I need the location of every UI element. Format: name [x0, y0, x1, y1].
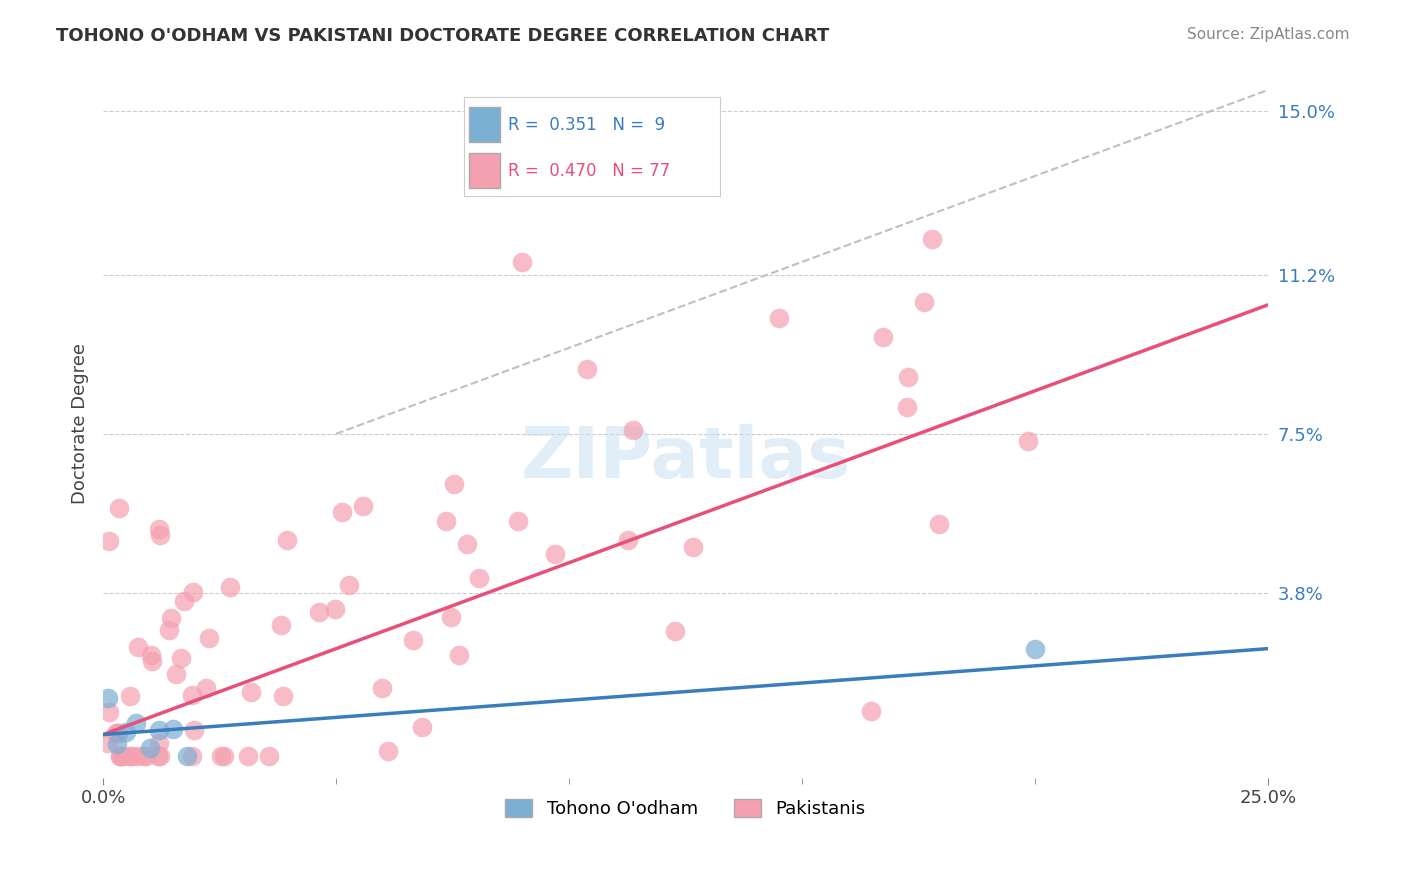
Point: [240, 684, 263, 698]
Point: [98, 706, 121, 720]
Point: [111, 749, 134, 764]
Point: [447, 648, 470, 662]
Point: [120, 749, 142, 764]
Point: [506, 514, 529, 528]
Point: [96, 736, 118, 750]
Point: [181, 584, 204, 599]
Point: [111, 749, 134, 764]
Point: [377, 744, 399, 758]
Point: [209, 749, 232, 764]
Point: [125, 716, 148, 731]
Y-axis label: Doctorate Degree: Doctorate Degree: [72, 343, 89, 504]
Point: [162, 723, 184, 737]
Point: [180, 749, 202, 764]
Point: [456, 537, 478, 551]
Point: [370, 681, 392, 695]
Point: [120, 689, 142, 703]
Point: [682, 540, 704, 554]
Point: [121, 749, 143, 764]
Point: [198, 632, 221, 646]
Point: [127, 749, 149, 764]
Point: [108, 749, 131, 764]
Point: [443, 476, 465, 491]
Point: [138, 741, 160, 756]
Point: [912, 295, 935, 310]
Text: TOHONO O'ODHAM VS PAKISTANI DOCTORATE DEGREE CORRELATION CHART: TOHONO O'ODHAM VS PAKISTANI DOCTORATE DE…: [56, 27, 830, 45]
Point: [872, 330, 894, 344]
Point: [575, 362, 598, 376]
Point: [330, 504, 353, 518]
Point: [157, 624, 180, 638]
Point: [135, 748, 157, 763]
Legend: Tohono O'odham, Pakistanis: Tohono O'odham, Pakistanis: [498, 791, 873, 825]
Point: [219, 580, 242, 594]
Point: [127, 640, 149, 654]
Point: [97, 534, 120, 549]
Point: [110, 749, 132, 764]
Point: [165, 667, 187, 681]
Point: [141, 654, 163, 668]
Text: Source: ZipAtlas.com: Source: ZipAtlas.com: [1187, 27, 1350, 42]
Point: [148, 749, 170, 764]
Point: [353, 500, 375, 514]
Point: [543, 547, 565, 561]
Point: [411, 719, 433, 733]
Point: [928, 516, 950, 531]
Point: [512, 255, 534, 269]
Point: [270, 618, 292, 632]
Point: [97, 690, 120, 705]
Point: [402, 633, 425, 648]
Point: [107, 726, 129, 740]
Point: [276, 533, 298, 548]
Point: [621, 423, 644, 437]
Point: [107, 726, 129, 740]
Point: [149, 527, 172, 541]
Point: [105, 737, 128, 751]
Point: [132, 749, 155, 764]
Point: [212, 749, 235, 764]
Point: [180, 688, 202, 702]
Point: [616, 533, 638, 547]
Point: [105, 725, 128, 739]
Point: [436, 514, 458, 528]
Point: [139, 648, 162, 662]
Point: [108, 501, 131, 516]
Point: [921, 232, 943, 246]
Point: [1024, 641, 1046, 656]
Point: [896, 400, 918, 414]
Point: [897, 370, 920, 384]
Point: [160, 611, 183, 625]
Point: [149, 749, 172, 764]
Point: [115, 725, 138, 739]
Point: [439, 610, 461, 624]
Point: [664, 624, 686, 638]
Point: [194, 681, 217, 695]
Point: [768, 310, 790, 325]
Text: ZIPatlas: ZIPatlas: [520, 424, 851, 493]
Point: [337, 578, 360, 592]
Point: [468, 571, 491, 585]
Point: [308, 605, 330, 619]
Point: [148, 736, 170, 750]
Point: [257, 749, 280, 764]
Point: [323, 602, 346, 616]
Point: [148, 723, 170, 738]
Point: [1017, 434, 1039, 449]
Point: [176, 749, 198, 764]
Point: [183, 723, 205, 737]
Point: [236, 749, 259, 764]
Point: [173, 594, 195, 608]
Point: [860, 704, 883, 718]
Point: [170, 651, 193, 665]
Point: [148, 522, 170, 536]
Point: [273, 689, 295, 703]
